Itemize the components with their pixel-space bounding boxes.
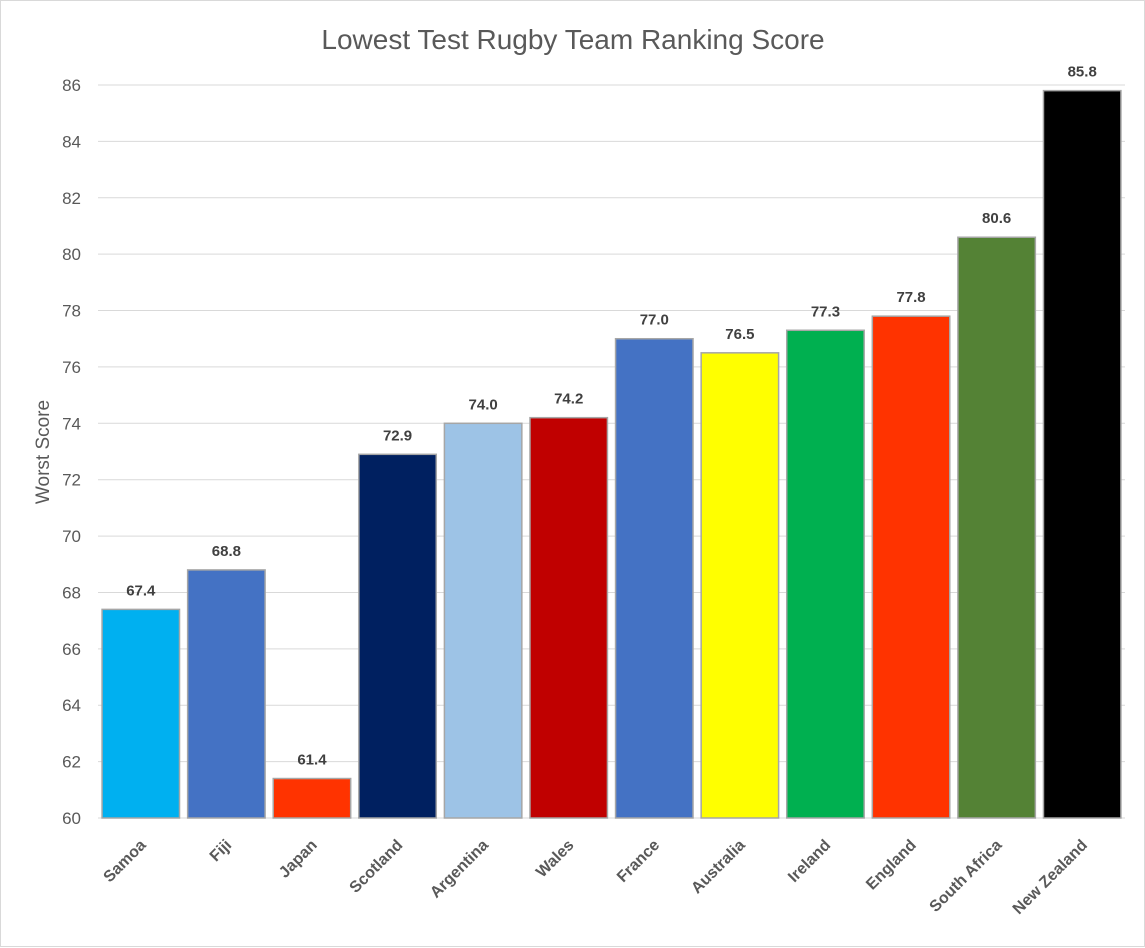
data-label: 85.8 — [1068, 64, 1097, 81]
x-tick-label: Australia — [688, 837, 749, 898]
data-label: 77.3 — [811, 303, 840, 320]
y-tick-label: 74 — [62, 414, 81, 433]
bar-fiji — [186, 569, 266, 819]
chart-title: Lowest Test Rugby Team Ranking Score — [321, 24, 824, 55]
bar-south-africa — [957, 236, 1037, 819]
x-tick-label: Wales — [533, 837, 577, 881]
y-tick-label: 70 — [62, 527, 81, 546]
x-tick-label: South Africa — [927, 837, 1006, 916]
y-tick-label: 64 — [62, 696, 81, 715]
x-tick-label: Ireland — [785, 837, 834, 886]
bar-france — [614, 337, 694, 819]
bar-australia — [700, 352, 780, 819]
y-tick-label: 78 — [62, 302, 81, 321]
data-label: 76.5 — [725, 326, 754, 343]
bar-england — [871, 315, 951, 819]
y-tick-label: 80 — [62, 245, 81, 264]
x-tick-label: Fiji — [207, 837, 235, 865]
y-tick-label: 68 — [62, 583, 81, 602]
x-tick-label: Samoa — [100, 837, 149, 886]
bar-samoa — [101, 608, 181, 819]
bar-japan — [272, 777, 352, 819]
y-tick-label: 82 — [62, 189, 81, 208]
x-tick-label: England — [863, 837, 920, 894]
y-tick-label: 72 — [62, 471, 81, 490]
x-tick-label: France — [614, 837, 663, 886]
x-tick-label: Argentina — [427, 837, 492, 902]
data-label: 77.8 — [896, 289, 925, 306]
y-tick-label: 86 — [62, 76, 81, 95]
data-label: 77.0 — [640, 312, 669, 329]
x-tick-label: New Zealand — [1010, 837, 1091, 918]
gridlines — [98, 84, 1125, 819]
y-tick-label: 62 — [62, 753, 81, 772]
data-label: 68.8 — [212, 543, 241, 560]
bar-ireland — [785, 329, 865, 819]
data-labels: 67.4 68.8 61.4 72.9 74.0 74.2 77.0 76.5 77.3 77.8… — [126, 64, 1097, 769]
bar-scotland — [358, 453, 438, 819]
bar-new-zealand — [1042, 89, 1122, 819]
data-label: 72.9 — [383, 427, 412, 444]
y-axis-title: Worst Score — [33, 400, 54, 504]
bar-wales — [529, 416, 609, 819]
bar-argentina — [443, 422, 523, 819]
x-tick-label: Japan — [276, 837, 321, 882]
y-tick-label: 60 — [62, 809, 81, 828]
y-axis-ticks: 60 62 64 66 68 70 72 74 76 78 80 82 84 86 — [62, 76, 81, 828]
y-tick-label: 84 — [62, 132, 81, 151]
data-label: 67.4 — [126, 582, 156, 599]
bars — [101, 89, 1122, 819]
x-axis-ticks: Samoa Fiji Japan Scotland Argentina Wales Fran… — [100, 837, 1091, 918]
data-label: 74.2 — [554, 391, 583, 408]
x-tick-label: Scotland — [347, 837, 407, 897]
data-label: 80.6 — [982, 210, 1011, 227]
y-tick-label: 76 — [62, 358, 81, 377]
data-label: 74.0 — [469, 396, 498, 413]
data-label: 61.4 — [297, 752, 327, 769]
y-tick-label: 66 — [62, 640, 81, 659]
